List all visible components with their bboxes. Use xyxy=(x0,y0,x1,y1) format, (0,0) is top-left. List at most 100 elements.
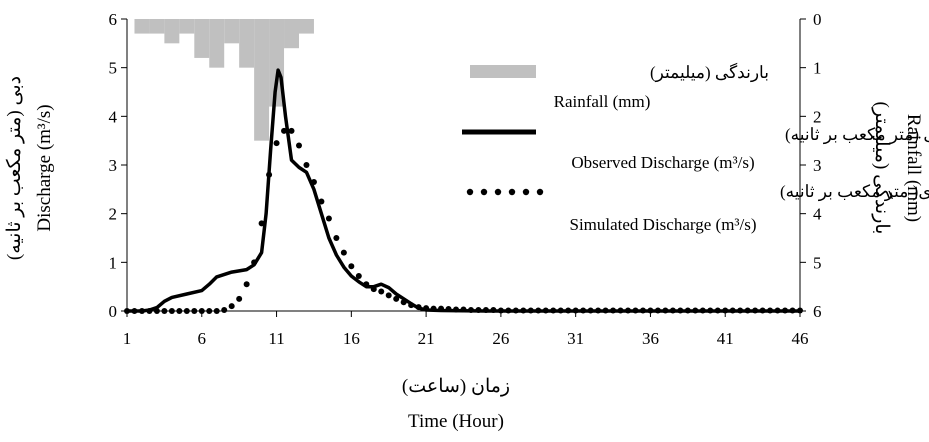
x-tick-label: 11 xyxy=(268,329,284,348)
y-left-title-fa: دبی (متر مکعب بر ثانیه) xyxy=(4,76,25,260)
simulated-point xyxy=(258,220,265,227)
simulated-point xyxy=(699,307,706,314)
y-left-tick-label: 2 xyxy=(109,205,118,224)
simulated-point xyxy=(325,215,332,222)
simulated-point xyxy=(221,307,228,314)
simulated-point xyxy=(310,179,317,186)
simulated-point xyxy=(348,263,355,270)
legend-swatch-simulated xyxy=(466,188,544,196)
x-axis-title-fa: زمان (ساعت) xyxy=(402,376,510,397)
simulated-point xyxy=(363,281,370,288)
simulated-point xyxy=(662,307,669,314)
simulated-point xyxy=(430,305,437,312)
y-right-tick-label: 6 xyxy=(813,302,822,321)
simulated-point xyxy=(423,305,430,312)
x-tick-label: 21 xyxy=(418,329,435,348)
simulated-point xyxy=(737,307,744,314)
simulated-point xyxy=(445,306,452,313)
simulated-point xyxy=(744,307,751,314)
simulated-point xyxy=(378,288,385,295)
rainfall-bar xyxy=(239,19,255,68)
simulated-point xyxy=(460,306,467,313)
rainfall-bar xyxy=(179,19,195,34)
simulated-point xyxy=(161,308,168,314)
simulated-point xyxy=(340,249,347,256)
simulated-point xyxy=(236,295,243,302)
simulated-point xyxy=(251,259,258,266)
legend-label-simulated-en: Simulated Discharge (m³/s) xyxy=(569,215,756,234)
y-left-tick-label: 0 xyxy=(109,302,118,321)
simulated-point xyxy=(497,307,504,314)
simulated-point xyxy=(355,272,362,279)
simulated-point xyxy=(789,307,796,314)
simulated-point xyxy=(438,305,445,312)
simulated-point xyxy=(408,302,415,309)
y-right-tick-label: 0 xyxy=(813,10,822,29)
rainfall-bar xyxy=(164,19,180,44)
simulated-point xyxy=(542,307,549,314)
x-tick-label: 36 xyxy=(642,329,659,348)
simulated-point xyxy=(669,307,676,314)
simulated-point xyxy=(490,307,497,314)
simulated-point xyxy=(647,307,654,314)
y-right-tick-label: 2 xyxy=(813,107,822,126)
legend-label-simulated-fa: دبی شبیه سازی( متر مکعب بر ثانیه) xyxy=(780,182,929,202)
simulated-point xyxy=(467,307,474,314)
simulated-point xyxy=(281,127,288,134)
simulated-point xyxy=(198,308,205,314)
y-left-tick-label: 4 xyxy=(109,107,118,126)
legend-label-observed-fa: دبی مشاهداتی (متر مکعب بر ثانیه) xyxy=(785,125,929,145)
simulated-point xyxy=(333,235,340,241)
simulated-point xyxy=(243,281,250,288)
y-right-tick-label: 1 xyxy=(813,59,822,78)
simulated-point xyxy=(370,286,377,293)
simulated-point xyxy=(565,307,572,314)
x-tick-label: 26 xyxy=(492,329,509,348)
simulated-point xyxy=(572,307,579,314)
simulated-point xyxy=(639,307,646,314)
x-tick-label: 46 xyxy=(792,329,809,348)
simulated-point xyxy=(303,162,310,168)
simulated-point xyxy=(228,303,235,310)
legend-dot xyxy=(494,188,502,196)
rainfall-bar xyxy=(298,19,314,34)
rainfall-bar xyxy=(194,19,210,58)
simulated-point xyxy=(512,307,519,314)
legend-dot xyxy=(522,188,530,196)
simulated-point xyxy=(176,308,183,314)
simulated-point xyxy=(288,127,295,134)
simulated-point xyxy=(759,307,766,314)
simulated-discharge-series xyxy=(124,127,803,314)
simulated-point xyxy=(183,308,190,314)
simulated-point xyxy=(273,140,280,147)
x-tick-label: 1 xyxy=(123,329,132,348)
simulated-point xyxy=(580,307,587,314)
y-right-tick-label: 3 xyxy=(813,156,822,175)
legend-dot xyxy=(508,188,516,196)
simulated-point xyxy=(415,304,422,311)
simulated-point xyxy=(677,307,684,314)
simulated-point xyxy=(535,307,542,314)
simulated-point xyxy=(797,307,803,314)
simulated-point xyxy=(520,307,527,314)
simulated-point xyxy=(602,307,609,314)
y-left-tick-label: 1 xyxy=(109,253,118,272)
simulated-point xyxy=(206,308,213,314)
simulated-point xyxy=(782,307,789,314)
simulated-point xyxy=(595,307,602,314)
simulated-point xyxy=(266,171,273,178)
rainfall-bar xyxy=(224,19,240,44)
simulated-point xyxy=(774,307,781,314)
simulated-point xyxy=(153,308,160,314)
simulated-point xyxy=(752,307,759,314)
simulated-point xyxy=(527,307,534,314)
y-right-title-fa: بارندگی (میلیمتر) xyxy=(871,102,894,235)
simulated-point xyxy=(385,292,392,299)
legend: بارندگی (میلیمتر) Rainfall (mm) دبی مشاه… xyxy=(462,62,929,234)
simulated-point xyxy=(131,308,138,314)
simulated-point xyxy=(475,307,482,314)
legend-dot xyxy=(536,188,544,196)
simulated-point xyxy=(505,307,512,314)
